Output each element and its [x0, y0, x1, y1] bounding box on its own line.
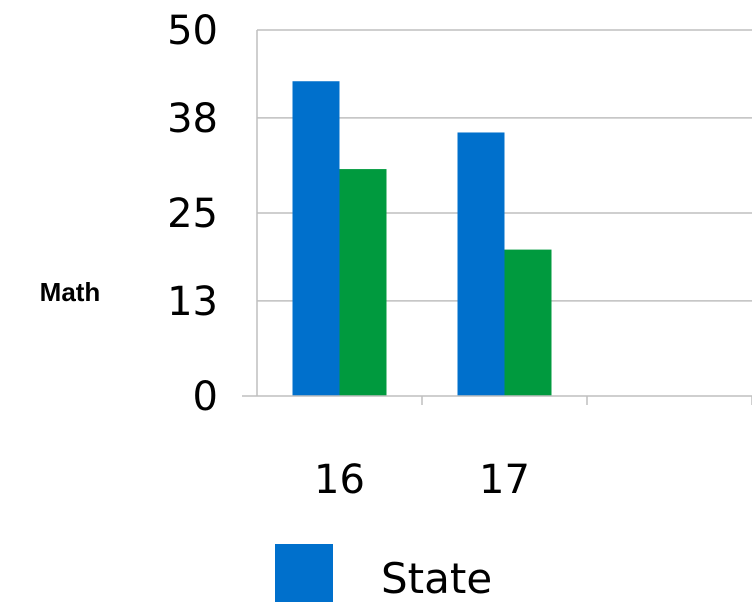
y-tick-label: 0 — [193, 374, 218, 420]
y-tick-label: 13 — [167, 279, 218, 325]
legend-label-state: State — [381, 554, 492, 603]
y-tick-labels: 0 13 25 38 50 — [167, 8, 218, 420]
y-tick-label: 38 — [167, 96, 218, 142]
legend-swatch-state — [275, 544, 333, 602]
y-tick-label: 50 — [167, 8, 218, 54]
x-tick-label: 17 — [479, 457, 530, 503]
x-tick-label: 16 — [314, 457, 365, 503]
bar-state-17 — [457, 132, 505, 397]
bars — [292, 81, 552, 397]
bar-state-16 — [292, 81, 340, 397]
y-tick-label: 25 — [167, 191, 218, 237]
bar-series-2-17 — [504, 249, 552, 396]
x-tick-labels: 16 17 — [314, 457, 530, 503]
y-axis-label: Math — [40, 277, 101, 307]
legend: State — [275, 544, 492, 603]
bar-series-2-16 — [339, 169, 387, 396]
axes — [242, 30, 752, 405]
